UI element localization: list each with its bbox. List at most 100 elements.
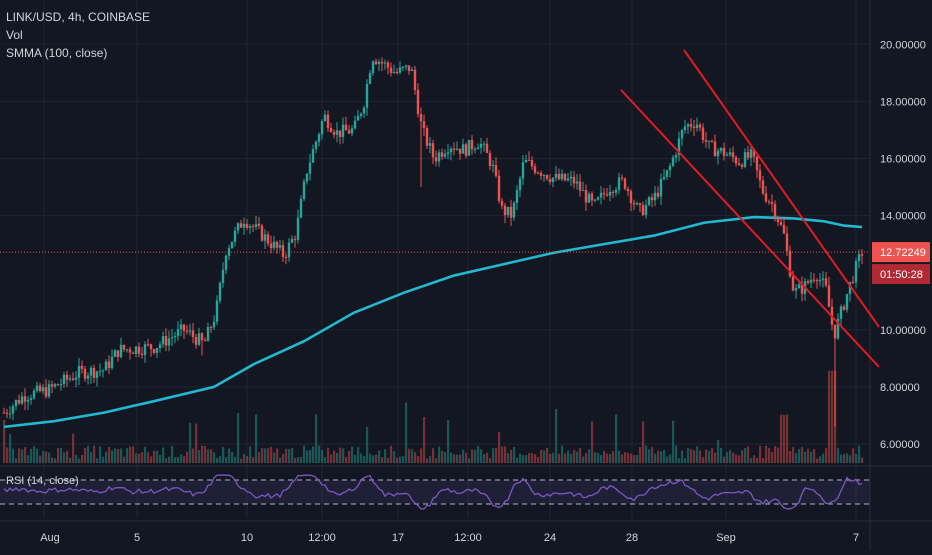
candle-body bbox=[248, 226, 252, 228]
volume-bar bbox=[471, 449, 474, 463]
candle-body bbox=[551, 177, 555, 182]
volume-bar bbox=[123, 456, 126, 463]
candle bbox=[581, 181, 585, 191]
candle bbox=[191, 322, 195, 344]
candle-body bbox=[470, 139, 474, 150]
candle bbox=[755, 156, 759, 178]
volume-bar bbox=[159, 455, 162, 463]
candle bbox=[98, 363, 102, 377]
volume-bar bbox=[366, 426, 369, 463]
candle bbox=[47, 380, 51, 399]
candle-body bbox=[716, 150, 720, 157]
volume-bar bbox=[306, 450, 309, 463]
volume-bar bbox=[690, 449, 693, 463]
candle-body bbox=[821, 278, 825, 280]
candle-body bbox=[527, 159, 531, 161]
candle bbox=[293, 235, 297, 248]
candle-body bbox=[737, 163, 741, 165]
candle bbox=[470, 135, 474, 155]
candle bbox=[758, 164, 762, 189]
volume-bar bbox=[513, 446, 516, 463]
volume-bar bbox=[303, 445, 306, 463]
candle bbox=[827, 276, 831, 307]
smma-indicator-label[interactable]: SMMA (100, close) bbox=[6, 46, 108, 60]
candle-body bbox=[701, 127, 705, 140]
candle-body bbox=[11, 406, 15, 414]
volume-bar bbox=[234, 456, 237, 463]
candle-body bbox=[827, 285, 831, 307]
volume-bar bbox=[714, 452, 717, 463]
volume-bar bbox=[756, 457, 759, 463]
candle-body bbox=[146, 344, 150, 346]
volume-bar bbox=[213, 452, 216, 463]
candle bbox=[296, 209, 300, 244]
candle bbox=[26, 396, 30, 410]
price-tick-label: 16.00000 bbox=[880, 154, 926, 166]
candle-body bbox=[659, 179, 663, 197]
candle-body bbox=[257, 223, 261, 226]
candle bbox=[629, 189, 633, 212]
candle-body bbox=[92, 367, 96, 378]
volume-bar bbox=[240, 458, 243, 463]
candle-body bbox=[116, 350, 120, 358]
candle-body bbox=[632, 203, 636, 205]
candle-body bbox=[578, 181, 582, 191]
volume-bar bbox=[720, 447, 723, 463]
volume-bar bbox=[390, 445, 393, 463]
candle bbox=[437, 149, 441, 167]
candle bbox=[536, 171, 540, 175]
candle-body bbox=[83, 368, 87, 379]
volume-bar bbox=[6, 447, 9, 463]
candle bbox=[284, 253, 288, 265]
candle bbox=[269, 235, 273, 254]
candle-body bbox=[389, 67, 393, 73]
candle bbox=[257, 216, 261, 230]
volume-bar bbox=[72, 433, 75, 463]
candle bbox=[650, 193, 654, 208]
candle bbox=[698, 122, 702, 132]
candle bbox=[551, 177, 555, 188]
volume-bar bbox=[681, 450, 684, 463]
volume-bar bbox=[741, 450, 744, 463]
candle-body bbox=[734, 157, 738, 164]
candle-body bbox=[104, 361, 108, 371]
candle-body bbox=[2, 412, 6, 414]
candle-body bbox=[599, 192, 603, 198]
candle bbox=[584, 184, 588, 211]
volume-bar bbox=[642, 421, 645, 463]
symbol-label[interactable]: LINK/USD, 4h, COINBASE bbox=[6, 10, 151, 24]
volume-indicator-label[interactable]: Vol bbox=[6, 28, 23, 42]
candle bbox=[440, 148, 444, 160]
candle bbox=[170, 328, 174, 346]
candle-body bbox=[785, 233, 789, 251]
candle bbox=[32, 388, 36, 400]
volume-bar bbox=[717, 439, 720, 463]
volume-bar bbox=[231, 452, 234, 463]
candle bbox=[410, 66, 414, 72]
candle-body bbox=[740, 164, 744, 167]
volume-bar bbox=[408, 448, 411, 463]
candle bbox=[329, 122, 333, 133]
candle-body bbox=[332, 131, 336, 135]
candle-body bbox=[245, 223, 249, 228]
candle-body bbox=[356, 115, 360, 121]
candle bbox=[662, 168, 666, 181]
volume-bar bbox=[36, 448, 39, 463]
candle-body bbox=[137, 346, 141, 354]
candle-body bbox=[164, 335, 168, 346]
candle-body bbox=[770, 202, 774, 204]
volume-bar bbox=[12, 448, 15, 463]
price-tick-label: 18.00000 bbox=[880, 96, 926, 108]
volume-bar bbox=[819, 456, 822, 463]
candle bbox=[377, 59, 381, 72]
volume-bar bbox=[237, 413, 240, 463]
candle-body bbox=[851, 281, 855, 283]
candle-body bbox=[224, 255, 228, 270]
candle-body bbox=[113, 350, 117, 357]
candle bbox=[842, 304, 846, 311]
volume-bar bbox=[603, 450, 606, 463]
volume-bar bbox=[795, 453, 798, 463]
candle-body bbox=[419, 114, 423, 122]
